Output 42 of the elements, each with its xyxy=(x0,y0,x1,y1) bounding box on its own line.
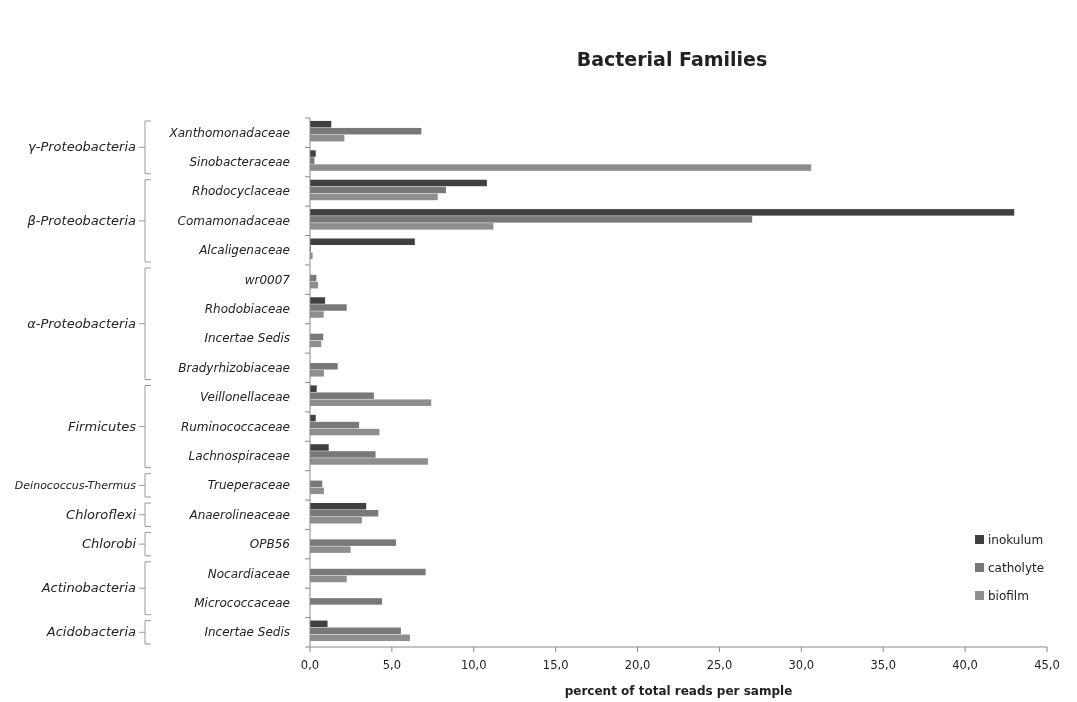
y-tick-label: Rhodocyclaceae xyxy=(192,184,290,199)
y-tick-label: Nocardiaceae xyxy=(207,566,290,581)
y-tick-label: Rhodobiaceae xyxy=(204,302,290,317)
y-tick-label: Lachnospiraceae xyxy=(188,448,290,463)
text: β-Proteobacteria xyxy=(26,212,137,228)
y-tick-label: Trueperaceae xyxy=(207,478,290,493)
x-tick-label: 0,0 xyxy=(300,658,320,672)
text: α-Proteobacteria xyxy=(27,315,137,331)
y-tick-label: Micrococcaceae xyxy=(194,595,290,610)
x-tick-label: 15,0 xyxy=(542,658,569,672)
y-tick-label: OPB56 xyxy=(249,537,291,552)
legend-label: inokulum xyxy=(988,533,1044,547)
text: Acidobacteria xyxy=(45,624,137,640)
x-tick-label: 35,0 xyxy=(870,658,897,672)
y-tick-label: Bradyrhizobiaceae xyxy=(178,360,290,375)
y-tick-label: Comamonadaceae xyxy=(177,213,290,228)
y-tick-label: Sinobacteraceae xyxy=(189,155,290,170)
y-tick-label: Incertae Sedis xyxy=(204,331,290,346)
text: γ-Proteobacteria xyxy=(28,139,137,155)
y-tick-label: Anaerolineaceae xyxy=(188,507,290,522)
x-tick-label: 20,0 xyxy=(624,658,651,672)
text: Deinococcus-Thermus xyxy=(14,479,137,493)
x-tick-label: 10,0 xyxy=(460,658,487,672)
legend-label: catholyte xyxy=(988,561,1045,575)
y-tick-label: Xanthomonadaceae xyxy=(168,125,290,140)
legend-label: biofilm xyxy=(988,589,1029,603)
text: Firmicutes xyxy=(68,418,137,434)
x-tick-label: 25,0 xyxy=(706,658,733,672)
y-tick-label: Veillonellaceae xyxy=(200,390,290,405)
text: Actinobacteria xyxy=(40,580,137,596)
x-tick-label: 40,0 xyxy=(952,658,978,672)
x-axis-title: percent of total reads per sample xyxy=(564,684,793,698)
text: Chlorobi xyxy=(81,536,137,552)
y-tick-label: Ruminococcaceae xyxy=(180,419,290,434)
y-tick-label: Alcaligenaceae xyxy=(198,243,290,258)
x-tick-label: 45,0 xyxy=(1034,658,1060,672)
chart-title: Bacterial Families xyxy=(576,48,768,70)
y-tick-label: Incertae Sedis xyxy=(204,625,290,640)
text: Chloroflexi xyxy=(66,506,137,522)
x-tick-label: 30,0 xyxy=(788,658,815,672)
x-tick-label: 5,0 xyxy=(382,658,402,672)
y-tick-label: wr0007 xyxy=(244,272,291,287)
